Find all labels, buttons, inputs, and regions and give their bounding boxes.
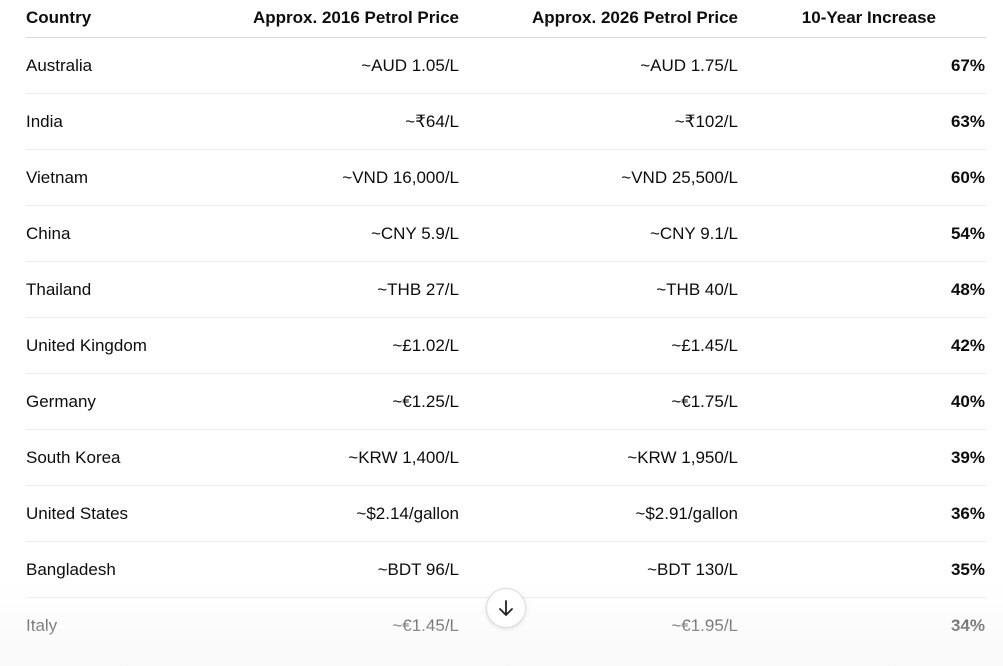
table-cell: 63% [950, 112, 985, 131]
row-divider [26, 317, 986, 318]
country-cell: Australia [26, 56, 93, 75]
table-cell: ~£1.45/L [671, 336, 738, 355]
table-cell: ~BDT 130/L [647, 560, 738, 579]
country-cell: United States [26, 504, 129, 523]
table-cell: 34% [950, 616, 985, 635]
row-divider [26, 429, 986, 430]
header-cell: Country [26, 8, 92, 27]
country-cell: Germany [26, 392, 96, 411]
table-cell: ~BDT 96/L [377, 560, 459, 579]
table-cell: ~KRW 1,400/L [348, 448, 459, 467]
table-cell: ~£1.02/L [392, 336, 459, 355]
row-divider [26, 261, 986, 262]
header-divider [26, 37, 986, 38]
table-cell: 36% [950, 504, 985, 523]
table-cell: 67% [950, 56, 985, 75]
row-divider [26, 149, 986, 150]
country-cell: United Kingdom [26, 336, 147, 355]
scroll-down-button[interactable] [486, 588, 526, 628]
header-cell: 10-Year Increase [801, 8, 936, 27]
country-cell: South Korea [26, 448, 121, 467]
row-divider [26, 541, 986, 542]
country-cell: Thailand [26, 280, 92, 299]
table-cell: ~KRW 1,950/L [627, 448, 738, 467]
table-cell: 60% [950, 168, 985, 187]
table-cell: ~CNY 9.1/L [649, 224, 738, 243]
header-cell: Approx. 2016 Petrol Price [253, 8, 459, 27]
table-cell: ~€1.75/L [671, 392, 738, 411]
table-cell: ~₹64/L [405, 112, 459, 131]
row-divider [26, 205, 986, 206]
table-cell: 48% [950, 280, 985, 299]
row-divider [26, 373, 986, 374]
table-cell: ~AUD 1.75/L [640, 56, 738, 75]
table-cell: ~VND 16,000/L [342, 168, 459, 187]
country-cell: India [26, 112, 63, 131]
table-cell: ~€1.45/L [392, 616, 459, 635]
table-cell: ~THB 27/L [377, 280, 459, 299]
header-cell: Approx. 2026 Petrol Price [532, 8, 738, 27]
table-cell: 35% [950, 560, 985, 579]
table-cell: ~₹102/L [674, 112, 738, 131]
table-cell: ~€1.25/L [392, 392, 459, 411]
arrow-down-icon [499, 600, 513, 616]
table-cell: 54% [950, 224, 985, 243]
table-cell: ~€1.95/L [671, 616, 738, 635]
table-cell: 42% [950, 336, 985, 355]
row-divider [26, 93, 986, 94]
table-cell: 40% [950, 392, 985, 411]
table-cell: ~$2.91/gallon [635, 504, 738, 523]
table-cell: ~$2.14/gallon [356, 504, 459, 523]
table-cell: ~VND 25,500/L [621, 168, 738, 187]
table-cell: 39% [950, 448, 985, 467]
table-cell: ~THB 40/L [656, 280, 738, 299]
country-cell: Bangladesh [26, 560, 116, 579]
country-cell: Italy [26, 616, 58, 635]
table-cell: ~CNY 5.9/L [370, 224, 459, 243]
country-cell: Vietnam [26, 168, 89, 187]
table-cell: ~AUD 1.05/L [361, 56, 459, 75]
row-divider [26, 485, 986, 486]
country-cell: China [26, 224, 71, 243]
